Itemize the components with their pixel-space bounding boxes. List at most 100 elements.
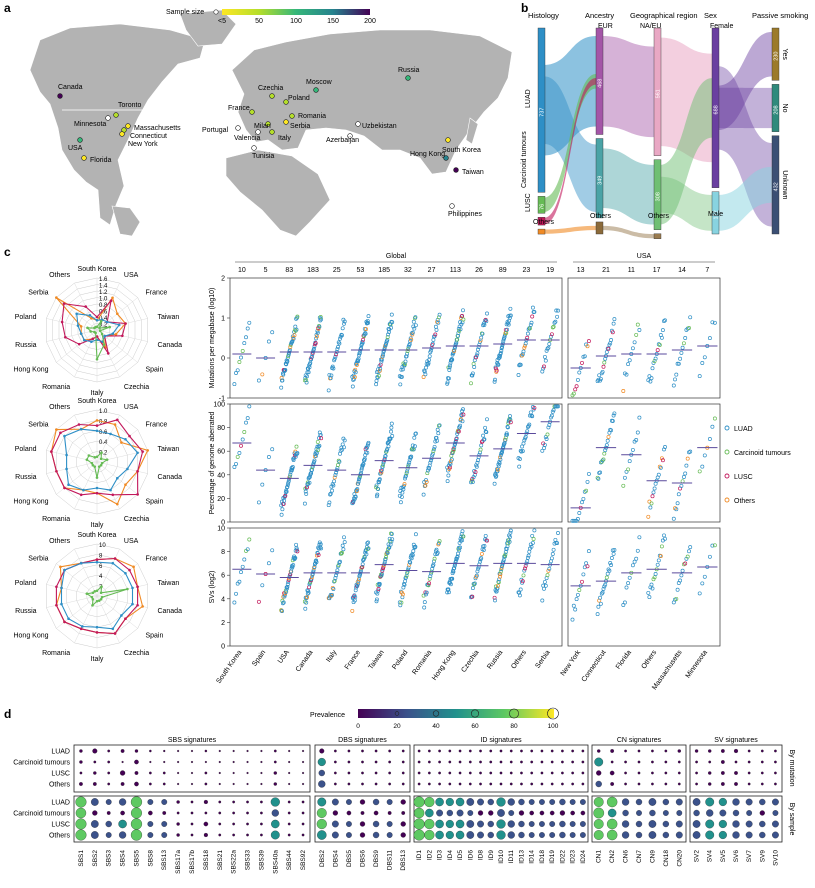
radar-point bbox=[95, 491, 99, 495]
prevalence-dot bbox=[499, 749, 503, 753]
prevalence-dot bbox=[413, 807, 425, 819]
data-point-luad bbox=[436, 541, 441, 546]
data-point-luad bbox=[413, 315, 418, 320]
data-point-luad bbox=[500, 342, 505, 347]
data-point-luad bbox=[540, 448, 545, 453]
prevalence-dot bbox=[273, 771, 277, 775]
prevalence-dot bbox=[662, 798, 670, 806]
prevalence-dot bbox=[218, 800, 222, 804]
data-point-luad bbox=[495, 362, 500, 367]
prevalence-dot bbox=[177, 760, 180, 764]
data-point-luad bbox=[647, 595, 652, 600]
data-point-luad bbox=[522, 438, 527, 443]
data-point-luad bbox=[342, 445, 346, 450]
data-point-others bbox=[402, 482, 407, 487]
data-point-luad bbox=[542, 354, 547, 359]
data-point-luad bbox=[573, 607, 578, 612]
prevalence-dot bbox=[569, 821, 576, 827]
prevalence-dot bbox=[651, 760, 654, 764]
sample-count: 25 bbox=[333, 267, 341, 274]
data-point-luad bbox=[556, 404, 560, 409]
radar-axis-label: Serbia bbox=[28, 421, 48, 428]
prevalence-dot bbox=[487, 820, 494, 828]
sankey-column-title: Geographical region bbox=[630, 11, 698, 20]
data-point-lusc bbox=[580, 360, 584, 365]
x-axis-label: Spain bbox=[251, 649, 267, 668]
data-point-luad bbox=[338, 559, 342, 564]
data-point-luad bbox=[472, 365, 477, 369]
data-point-lusc bbox=[460, 314, 465, 318]
data-point-luad bbox=[503, 554, 507, 559]
data-point-luad bbox=[459, 534, 464, 539]
map-site-label: Tunisia bbox=[252, 153, 274, 160]
prevalence-dot bbox=[374, 782, 378, 786]
data-point-luad bbox=[389, 532, 394, 536]
data-point-luad bbox=[485, 417, 489, 422]
data-point-carcinoid bbox=[318, 315, 323, 319]
data-point-luad bbox=[634, 556, 639, 561]
prevalence-dot bbox=[417, 760, 421, 764]
data-point-luad bbox=[286, 352, 291, 357]
prevalence-dot bbox=[772, 798, 779, 806]
prevalence-dot bbox=[581, 749, 585, 753]
prevalence-dot bbox=[90, 820, 99, 828]
radar-point bbox=[128, 568, 131, 572]
radar-point bbox=[85, 458, 89, 461]
data-point-luad bbox=[334, 470, 339, 475]
prevalence-dot bbox=[677, 749, 681, 753]
data-point-luad bbox=[447, 368, 452, 372]
map-site-label: Russia bbox=[398, 67, 420, 74]
prevalence-dot bbox=[664, 782, 668, 786]
prevalence-dot bbox=[664, 771, 668, 775]
prevalence-dot bbox=[479, 771, 482, 775]
prevalence-dot bbox=[246, 811, 249, 815]
data-point-luad bbox=[607, 568, 612, 573]
radar-point bbox=[67, 483, 70, 486]
data-point-luad bbox=[551, 408, 556, 413]
prevalence-dot bbox=[446, 809, 453, 817]
map-site-label: Canada bbox=[58, 84, 83, 91]
data-point-luad bbox=[609, 428, 614, 433]
radar-point bbox=[113, 557, 117, 560]
prevalence-dot bbox=[118, 831, 127, 839]
prevalence-dot bbox=[468, 749, 472, 753]
prevalence-dot bbox=[593, 797, 604, 807]
data-point-luad bbox=[482, 322, 487, 327]
prevalence-size-key bbox=[432, 710, 440, 717]
prevalence-dot bbox=[288, 749, 291, 753]
signature-label: CN1 bbox=[596, 850, 603, 863]
prevalence-dot bbox=[331, 831, 339, 839]
data-point-luad bbox=[582, 354, 587, 359]
sankey-node bbox=[771, 27, 780, 81]
data-point-luad bbox=[401, 487, 406, 492]
signature-label: SBS17a bbox=[175, 850, 182, 874]
data-point-luad bbox=[398, 500, 403, 505]
prevalence-dot bbox=[477, 810, 484, 816]
africa-landmass bbox=[225, 149, 331, 237]
data-point-luad bbox=[291, 458, 296, 462]
radar-point bbox=[141, 605, 144, 608]
sankey-node bbox=[537, 217, 546, 226]
sample-count: 21 bbox=[602, 267, 610, 274]
prevalence-dot bbox=[190, 833, 194, 837]
data-point-luad bbox=[380, 464, 385, 469]
radar-axis-label: Canada bbox=[157, 342, 182, 349]
map-site-marker bbox=[453, 167, 459, 173]
prevalence-dot bbox=[130, 796, 143, 808]
data-point-luad bbox=[635, 430, 640, 435]
data-point-luad bbox=[352, 377, 356, 382]
prevalence-dot bbox=[318, 769, 325, 777]
data-point-luad bbox=[337, 560, 342, 565]
prevalence-dot bbox=[424, 818, 435, 830]
data-point-lusc bbox=[574, 384, 579, 389]
prevalence-size-key bbox=[547, 707, 559, 720]
sankey-column-title: Sex bbox=[704, 11, 717, 20]
prevalence-dot bbox=[677, 782, 681, 786]
prevalence-dot bbox=[530, 749, 534, 753]
data-point-luad bbox=[710, 543, 715, 548]
dot-block-frame bbox=[413, 744, 589, 793]
radar-tick-label: 0.6 bbox=[99, 310, 108, 316]
prevalence-dot bbox=[287, 822, 291, 826]
data-point-luad bbox=[518, 587, 523, 592]
